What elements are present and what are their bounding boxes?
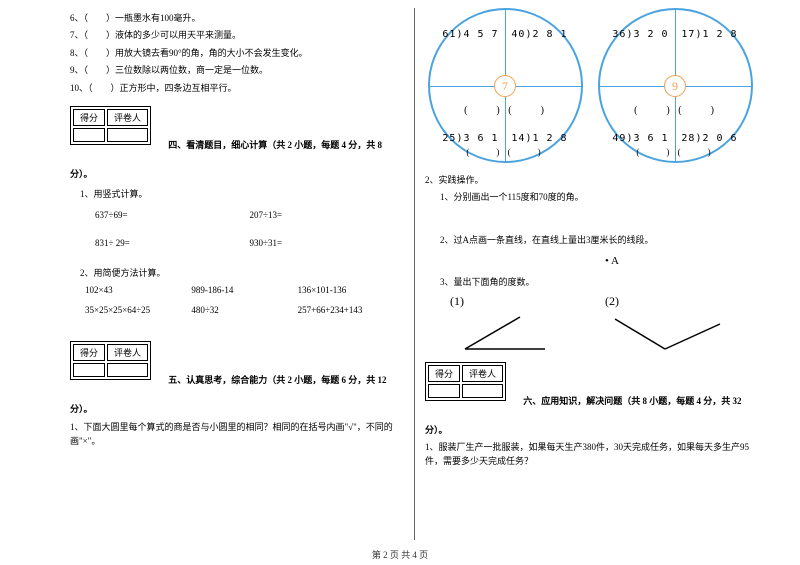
q2-2: 2、过A点画一条直线，在直线上量出3厘米长的线段。: [440, 233, 760, 247]
calc-expr: 930÷31=: [250, 238, 405, 248]
paren: ( ) ( ): [436, 104, 576, 118]
score-label: 得分: [73, 109, 105, 126]
division-expr: 61)4 5 7: [436, 28, 506, 42]
section-6-header: 得分评卷人 六、应用知识，解决问题（共 8 小题，每题 4 分，共 32: [425, 354, 760, 415]
division-expr: 49)3 6 1: [606, 132, 676, 146]
angle-label: (2): [605, 294, 619, 308]
judgement-list: 6、（ ）一瓶墨水有100毫升。 7、（ ）液体的多少可以用天平来测量。 8、（…: [70, 11, 404, 95]
page-container: 6、（ ）一瓶墨水有100毫升。 7、（ ）液体的多少可以用天平来测量。 8、（…: [0, 0, 800, 540]
quad-br: 28)2 0 6: [675, 132, 745, 146]
judge-item: 8、（ ）用放大镜去看90°的角，角的大小不会发生变化。: [70, 46, 404, 60]
q5-1: 1、下面大圆里每个算式的商是否与小圆里的相同？相同的在括号内画"√"，不同的画"…: [70, 420, 404, 449]
center-number: 7: [494, 75, 516, 97]
center-number: 9: [664, 75, 686, 97]
grader-cell: [107, 363, 148, 377]
calc-expr: 989-186-14: [191, 285, 297, 295]
q6-1: 1、服装厂生产一批服装，如果每天生产380件，30天完成任务，如果每天多生产95…: [425, 440, 760, 469]
score-cell: [428, 384, 460, 398]
grader-cell: [462, 384, 503, 398]
calc-expr: 637÷69=: [95, 210, 250, 220]
division-expr: 36)3 2 0: [606, 28, 676, 42]
section-4-tail: 分）。: [70, 167, 404, 181]
division-expr: 25)3 6 1: [436, 132, 506, 146]
section-6-tail: 分）。: [425, 423, 760, 437]
judge-item: 7、（ ）液体的多少可以用天平来测量。: [70, 28, 404, 42]
quad-bl: 49)3 6 1( ) ( ): [606, 132, 676, 146]
judge-num: 10、（ ）: [70, 83, 120, 93]
circle-9: 36)3 2 0 17)1 2 8 49)3 6 1( ) ( ) 28)2 0…: [598, 8, 753, 163]
paren-bottom: ( ) ( ): [430, 145, 581, 158]
q2-head: 2、实践操作。: [425, 173, 760, 187]
calc-expr: 102×43: [85, 285, 191, 295]
quad-bl: 25)3 6 1( ) ( ): [436, 132, 506, 146]
calc-expr: 257+66+234+143: [298, 305, 404, 315]
calc-row: 831÷ 29= 930÷31=: [95, 238, 404, 248]
quad-tl: 36)3 2 0: [606, 28, 676, 42]
angle-label: (1): [450, 294, 464, 308]
grader-cell: [107, 128, 148, 142]
score-label: 得分: [428, 365, 460, 382]
grader-label: 评卷人: [107, 109, 148, 126]
quad-tr: 40)2 8 1: [505, 28, 575, 42]
score-cell: [73, 363, 105, 377]
left-column: 6、（ ）一瓶墨水有100毫升。 7、（ ）液体的多少可以用天平来测量。 8、（…: [60, 8, 415, 540]
judge-text: 液体的多少可以用天平来测量。: [115, 30, 241, 40]
division-expr: 17)1 2 8: [675, 28, 745, 42]
calc-expr: 480÷32: [191, 305, 297, 315]
judge-text: 正方形中，四条边互相平行。: [120, 83, 237, 93]
q4-1: 1、用竖式计算。: [80, 187, 404, 200]
judge-num: 7、（ ）: [70, 30, 115, 40]
score-box: 得分评卷人: [425, 362, 506, 401]
calc-row: 35×25×25×64÷25 480÷32 257+66+234+143: [85, 305, 404, 315]
quad-br: 14)1 2 8: [505, 132, 575, 146]
right-column: 61)4 5 7 40)2 8 1 25)3 6 1( ) ( ) 14)1 2…: [415, 8, 770, 540]
score-label: 得分: [73, 344, 105, 361]
circle-7: 61)4 5 7 40)2 8 1 25)3 6 1( ) ( ) 14)1 2…: [428, 8, 583, 163]
section-4-title: 四、看清题目，细心计算（共 2 小题，每题 4 分，共 8: [168, 138, 382, 151]
angle-icon: [605, 309, 725, 354]
division-expr: 14)1 2 8: [505, 132, 575, 146]
calc-expr: 207÷13=: [250, 210, 405, 220]
division-expr: 28)2 0 6: [675, 132, 745, 146]
judge-num: 8、（ ）: [70, 48, 115, 58]
calc-expr: 35×25×25×64÷25: [85, 305, 191, 315]
calc-expr: 136×101-136: [298, 285, 404, 295]
judge-item: 10、（ ）正方形中，四条边互相平行。: [70, 81, 404, 95]
angle-2: (2): [605, 294, 760, 354]
q2-1: 1、分别画出一个115度和70度的角。: [440, 190, 760, 204]
section-5-header: 得分评卷人 五、认真思考，综合能力（共 2 小题，每题 6 分，共 12: [70, 333, 404, 394]
section-4-header: 得分评卷人 四、看清题目，细心计算（共 2 小题，每题 4 分，共 8: [70, 98, 404, 159]
paren: ( ) ( ): [606, 104, 746, 118]
division-expr: 40)2 8 1: [505, 28, 575, 42]
angle-row: (1) (2): [450, 294, 760, 354]
judge-item: 6、（ ）一瓶墨水有100毫升。: [70, 11, 404, 25]
judge-text: 一瓶墨水有100毫升。: [115, 13, 201, 23]
judge-text: 三位数除以两位数，商一定是一位数。: [115, 65, 268, 75]
calc-row: 102×43 989-186-14 136×101-136: [85, 285, 404, 295]
quad-tl: 61)4 5 7: [436, 28, 506, 42]
circles-diagram: 61)4 5 7 40)2 8 1 25)3 6 1( ) ( ) 14)1 2…: [428, 8, 758, 163]
judge-text: 用放大镜去看90°的角，角的大小不会发生变化。: [115, 48, 308, 58]
grader-label: 评卷人: [107, 344, 148, 361]
quad-tr: 17)1 2 8: [675, 28, 745, 42]
judge-num: 9、（ ）: [70, 65, 115, 75]
judge-item: 9、（ ）三位数除以两位数，商一定是一位数。: [70, 63, 404, 77]
q2-3: 3、量出下面角的度数。: [440, 275, 760, 289]
angle-1: (1): [450, 294, 605, 354]
section-5-tail: 分）。: [70, 402, 404, 416]
section-5-title: 五、认真思考，综合能力（共 2 小题，每题 6 分，共 12: [168, 373, 386, 386]
page-footer: 第 2 页 共 4 页: [0, 548, 800, 561]
calc-row: 637÷69= 207÷13=: [95, 210, 404, 220]
angle-icon: [450, 309, 550, 354]
paren-bottom: ( ) ( ): [600, 145, 751, 158]
point-a: • A: [605, 255, 760, 267]
calc-expr: 831÷ 29=: [95, 238, 250, 248]
score-cell: [73, 128, 105, 142]
grader-label: 评卷人: [462, 365, 503, 382]
score-box: 得分评卷人: [70, 341, 151, 380]
q4-2: 2、用简便方法计算。: [80, 266, 404, 279]
score-box: 得分评卷人: [70, 106, 151, 145]
judge-num: 6、（ ）: [70, 13, 115, 23]
section-6-title: 六、应用知识，解决问题（共 8 小题，每题 4 分，共 32: [523, 394, 741, 407]
